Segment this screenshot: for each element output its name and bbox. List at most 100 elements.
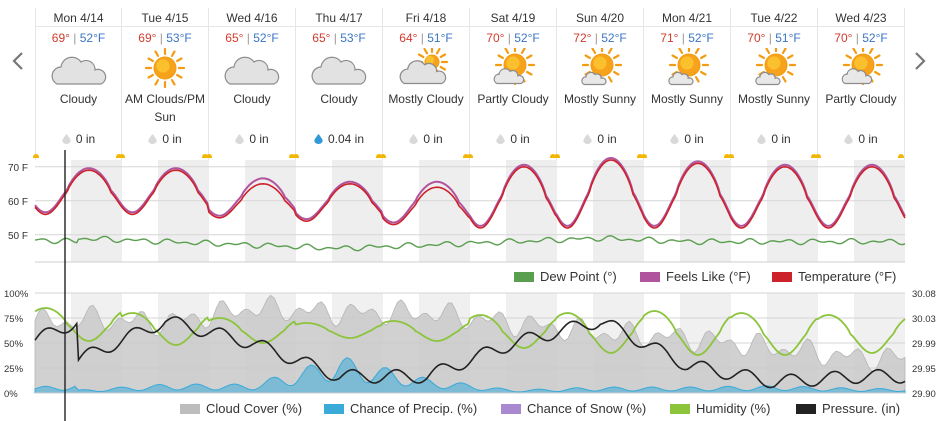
- day-forecast[interactable]: Sat 4/19 70° | 52°F Partly Cloudy 0 in: [467, 8, 557, 160]
- precip-amount: 0 in: [557, 132, 643, 148]
- sunrise-marker: [206, 154, 212, 158]
- legend-item[interactable]: Feels Like (°F): [640, 269, 751, 284]
- day-forecast[interactable]: Mon 4/14 69° | 52°F Cloudy 0 in: [33, 8, 122, 160]
- precip-amount: 0 in: [383, 132, 469, 148]
- high-temperature: 70°: [486, 31, 505, 45]
- day-temperatures: 70° | 52°F: [470, 31, 556, 45]
- precip-value: 0 in: [510, 132, 530, 146]
- temperature-separator: |: [417, 31, 428, 45]
- day-forecast[interactable]: Wed 4/16 65° | 52°F Cloudy 0 in: [206, 8, 296, 160]
- temperature-tick-label: 70 F: [8, 163, 28, 174]
- feels-like-line: [34, 156, 906, 227]
- partly-cloudy-icon: [841, 48, 884, 86]
- pressure-tick-label: 29.90: [912, 389, 936, 400]
- sunrise-sunset-markers: [728, 152, 817, 158]
- sunrise-marker: [467, 154, 473, 158]
- night-band: [506, 160, 557, 262]
- high-temperature: 65°: [312, 31, 331, 45]
- day-forecast[interactable]: Sun 4/20 72° | 52°F Mostly Sunny 0 in: [554, 8, 644, 160]
- mostly-cloudy-icon: [399, 48, 449, 85]
- sunset-marker: [202, 154, 208, 158]
- raindrop-icon: [583, 134, 592, 144]
- low-temperature: 52°F: [862, 31, 888, 45]
- partly-cloudy-icon: [493, 48, 536, 86]
- temperature-separator: |: [156, 31, 167, 45]
- dew-point-line: [34, 235, 906, 252]
- legend-item[interactable]: Temperature (°F): [772, 269, 896, 284]
- legend-item[interactable]: Chance of Snow (%): [501, 401, 646, 416]
- legend-swatch: [772, 272, 792, 282]
- condition-text: Mostly Sunny: [737, 92, 811, 106]
- day-temperatures: 71° | 52°F: [644, 31, 730, 45]
- day-date: Wed 4/16: [209, 10, 295, 27]
- day-forecast[interactable]: Thu 4/17 65° | 53°F Cloudy 0.04 in: [293, 8, 383, 160]
- previous-days-button[interactable]: [10, 50, 26, 72]
- precip-value: 0 in: [162, 132, 182, 146]
- legend-label: Chance of Precip. (%): [350, 401, 478, 416]
- percent-tick-label: 50%: [4, 339, 24, 350]
- day-temperatures: 70° | 52°F: [818, 31, 904, 45]
- day-date: Wed 4/23: [818, 10, 904, 27]
- legend-item[interactable]: Chance of Precip. (%): [324, 401, 477, 416]
- chevron-right-icon: [915, 52, 926, 70]
- pressure-tick-label: 30.03: [912, 314, 936, 325]
- raindrop-icon: [670, 134, 679, 144]
- precip-value: 0 in: [684, 132, 704, 146]
- day-forecast[interactable]: Tue 4/15 69° | 53°F AM Clouds/PM Sun 0 in: [119, 8, 209, 160]
- mostly-sunny-icon: [668, 48, 710, 86]
- pressure-tick-label: 29.99: [912, 339, 936, 350]
- precip-amount: 0 in: [818, 132, 904, 148]
- sunrise-sunset-markers: [467, 152, 556, 158]
- precip-value: 0 in: [423, 132, 443, 146]
- day-temperatures: 64° | 51°F: [383, 31, 469, 45]
- legend-label: Cloud Cover (%): [206, 401, 303, 416]
- pressure-tick-label: 29.95: [912, 364, 936, 375]
- precip-amount: 0 in: [36, 132, 121, 148]
- temperature-chart: 70 F 60 F 50 F: [8, 156, 906, 263]
- temperature-separator: |: [678, 31, 689, 45]
- legend-item[interactable]: Cloud Cover (%): [180, 401, 302, 416]
- high-temperature: 69°: [138, 31, 157, 45]
- night-band: [332, 160, 383, 262]
- condition-text: Partly Cloudy: [825, 92, 897, 106]
- mostly-sunny-icon: [581, 48, 623, 86]
- high-temperature: 65°: [225, 31, 244, 45]
- night-band: [419, 160, 470, 262]
- day-date: Mon 4/21: [644, 10, 730, 27]
- temperature-separator: |: [765, 31, 776, 45]
- low-temperature: 51°F: [775, 31, 801, 45]
- precip-amount: 0 in: [731, 132, 817, 148]
- day-date: Sat 4/19: [470, 10, 556, 27]
- sunrise-marker: [554, 154, 560, 158]
- cloudy-icon: [51, 56, 106, 85]
- condition-text: Mostly Cloudy: [388, 92, 464, 106]
- sunrise-sunset-markers: [206, 152, 295, 158]
- night-band: [767, 160, 818, 262]
- raindrop-icon: [496, 134, 505, 144]
- day-forecast[interactable]: Wed 4/23 70° | 52°F Partly Cloudy 0 in: [815, 8, 905, 160]
- condition-text: Cloudy: [59, 92, 98, 106]
- low-temperature: 53°F: [340, 31, 366, 45]
- legend-swatch: [796, 404, 816, 414]
- raindrop-icon: [148, 134, 157, 144]
- low-temperature: 52°F: [601, 31, 627, 45]
- precip-amount: 0 in: [470, 132, 556, 148]
- legend-label: Dew Point (°): [540, 269, 617, 284]
- legend-item[interactable]: Dew Point (°): [514, 269, 617, 284]
- high-temperature: 71°: [660, 31, 679, 45]
- next-days-button[interactable]: [912, 50, 928, 72]
- legend-item[interactable]: Pressure. (in): [796, 401, 900, 416]
- low-temperature: 52°F: [688, 31, 714, 45]
- sunset-marker: [811, 154, 817, 158]
- day-forecast[interactable]: Mon 4/21 71° | 52°F Mostly Sunny 0 in: [641, 8, 731, 160]
- day-forecast[interactable]: Fri 4/18 64° | 51°F Mostly Cloudy 0 in: [380, 8, 470, 160]
- temperature-separator: |: [504, 31, 515, 45]
- legend-label: Humidity (%): [696, 401, 771, 416]
- sunset-marker: [376, 154, 382, 158]
- legend-item[interactable]: Humidity (%): [670, 401, 770, 416]
- day-forecast[interactable]: Tue 4/22 70° | 51°F Mostly Sunny 0 in: [728, 8, 818, 160]
- condition-text: Mostly Sunny: [563, 92, 637, 106]
- legend-swatch: [640, 272, 660, 282]
- precip-amount: 0 in: [122, 132, 208, 148]
- sunrise-sunset-markers: [119, 152, 208, 158]
